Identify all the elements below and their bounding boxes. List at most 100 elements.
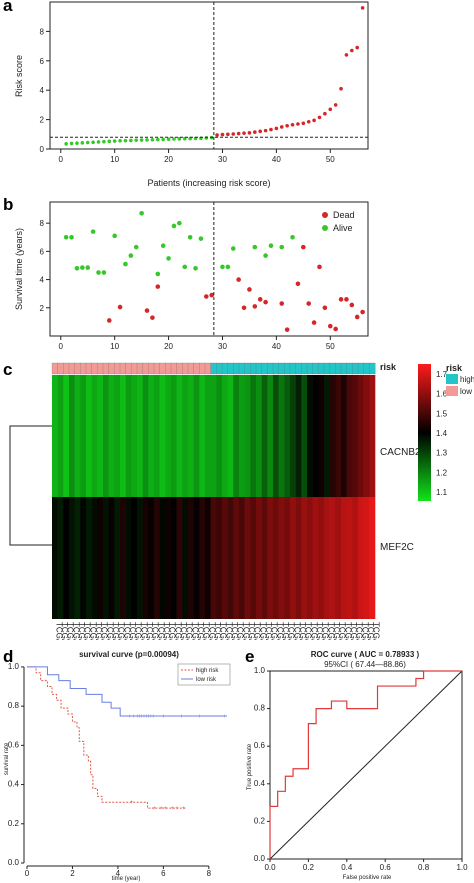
risk-point: [204, 136, 209, 140]
dead-point: [354, 314, 360, 320]
heatmap-cell-mef2c: [363, 497, 370, 619]
heatmap-cell-cacnb2: [125, 375, 132, 497]
alive-point: [279, 244, 285, 250]
x-tick-label: 0: [59, 155, 64, 164]
sample-label: TCGA-D1-A16X: [162, 622, 171, 640]
risk-cell: [329, 362, 336, 375]
risk-point: [139, 138, 144, 142]
sample-label: TCGA-BS-A0UV: [372, 622, 381, 640]
dead-point: [295, 281, 301, 287]
risk-point: [247, 131, 252, 135]
risk-point: [64, 142, 68, 146]
censor-mark-high-risk: +: [153, 806, 157, 812]
risk-point: [123, 138, 128, 143]
alive-point: [193, 265, 198, 271]
risk-point: [253, 130, 257, 134]
risk-point: [258, 129, 263, 134]
y-tick-label: 0.0: [254, 854, 266, 863]
alive-point: [230, 246, 236, 251]
heatmap-cell-mef2c: [318, 497, 325, 619]
dead-point: [349, 302, 355, 308]
sample-label: TCGA-BK-A6W3: [139, 622, 148, 640]
sample-label: TCGA-AX-A1CI: [66, 622, 75, 640]
sample-label: TCGA-AJ-A3NF: [202, 622, 211, 640]
alive-point: [171, 223, 177, 229]
sample-label: TCGA-AX-A063: [219, 622, 228, 640]
risk-point: [236, 131, 241, 136]
color-scale-tick-label: 1.6: [436, 390, 448, 399]
risk-point: [75, 141, 79, 145]
alive-point: [101, 270, 107, 275]
risk-cell: [221, 362, 229, 375]
sample-label: TCGA-AX-A2HC: [247, 622, 256, 640]
heatmap-cell-mef2c: [182, 497, 189, 619]
censor-mark-high-risk: +: [159, 806, 163, 812]
heatmap-cell-cacnb2: [137, 375, 143, 497]
risk-point: [344, 53, 349, 57]
risk-point: [155, 137, 160, 142]
panel-letter-a: a: [3, 0, 13, 15]
heatmap-cell-mef2c: [108, 497, 115, 619]
alive-point: [225, 264, 231, 270]
roc-curve-plot: ROC curve ( AUC = 0.78933 ) 95%CI ( 67.4…: [247, 650, 468, 881]
alive-point: [268, 243, 274, 249]
heatmap-cell-mef2c: [341, 497, 347, 619]
x-axis-label: time (year): [112, 876, 141, 882]
heatmap-cell-mef2c: [188, 497, 194, 619]
x-tick-label: 0.0: [264, 863, 276, 872]
sample-label: TCGA-EY-A1GW: [224, 622, 233, 640]
sample-label: TCGA-BK-A0CC: [168, 622, 177, 640]
annotation-label: risk: [380, 362, 397, 372]
heatmap-cell-cacnb2: [108, 375, 115, 497]
heatmap-cell-mef2c: [358, 497, 364, 619]
sample-label: TCGA-BK-A0C9: [77, 622, 86, 640]
risk-cell: [318, 362, 325, 375]
heatmap-cell-mef2c: [290, 497, 296, 619]
sample-label: TCGA-DF-A2KZ: [122, 622, 131, 640]
heatmap-cell-mef2c: [80, 497, 87, 619]
plot-frame: [269, 670, 463, 860]
y-tick-label: 1.0: [8, 662, 20, 671]
risk-cell: [57, 362, 64, 375]
heatmap-cell-cacnb2: [114, 375, 121, 497]
risk-cell: [323, 362, 331, 375]
sample-label: TCGA-EY-A215: [264, 622, 273, 640]
y-tick-label: 0.6: [8, 740, 20, 749]
heatmap-cell-mef2c: [233, 497, 240, 619]
risk-point: [85, 140, 90, 145]
panel-letter-b: b: [3, 195, 14, 214]
risk-point: [242, 131, 246, 135]
heatmap-cell-cacnb2: [210, 375, 217, 497]
dead-point: [204, 294, 209, 299]
heatmap-cell-cacnb2: [199, 375, 206, 497]
sample-label: TCGA-D1-A0ZN: [207, 622, 216, 640]
heatmap-cell-cacnb2: [171, 375, 177, 497]
alive-point: [112, 233, 117, 239]
x-tick-label: 30: [218, 155, 227, 164]
alive-point: [290, 234, 295, 240]
risk-point: [339, 86, 343, 91]
risk-cell: [159, 362, 166, 375]
risk-point: [274, 126, 279, 131]
heatmap-cell-cacnb2: [250, 375, 257, 497]
risk-point: [96, 140, 101, 144]
plot-frame: [49, 1, 369, 150]
heatmap-cell-mef2c: [114, 497, 121, 619]
censor-mark-high-risk: +: [182, 806, 186, 812]
alive-point: [123, 261, 128, 267]
row-label-cacnb2: CACNB2: [380, 447, 421, 458]
censor-mark-low-risk: +: [147, 714, 151, 720]
risk-cell: [97, 362, 104, 375]
heatmap-cell-mef2c: [369, 497, 376, 619]
heatmap-cell-cacnb2: [52, 375, 58, 497]
x-tick-label: 20: [164, 342, 173, 350]
heatmap-cell-mef2c: [69, 497, 75, 619]
heatmap-cell-cacnb2: [318, 375, 325, 497]
risk-point: [172, 137, 176, 141]
risk-cell: [340, 362, 348, 375]
censor-mark-low-risk: +: [151, 714, 155, 720]
risk-cell: [119, 362, 127, 375]
heatmap-cell-mef2c: [329, 497, 336, 619]
risk-cell: [312, 362, 319, 375]
risk-cell: [369, 362, 376, 375]
